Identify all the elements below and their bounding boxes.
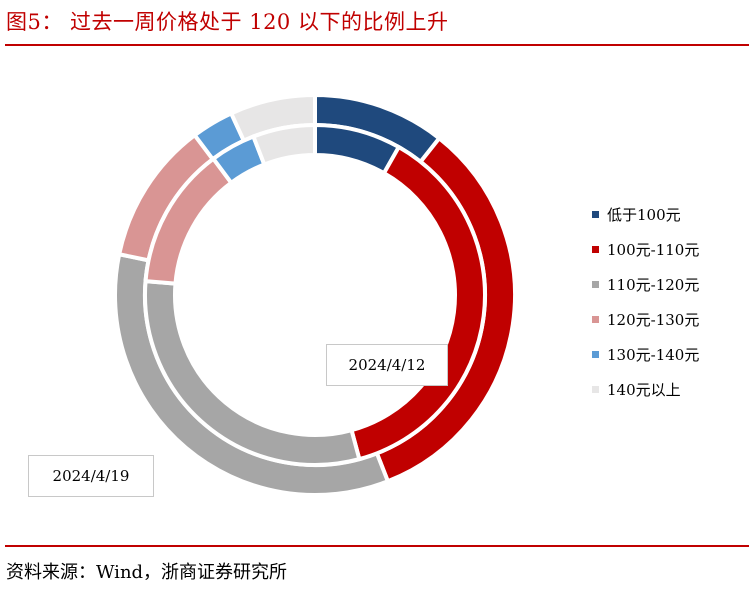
legend-item: 130元-140元 [592, 337, 699, 372]
chart-title: 图5： 过去一周价格处于 120 以下的比例上升 [6, 10, 449, 34]
inner-ring [143, 122, 487, 467]
legend-item: 110元-120元 [592, 267, 699, 302]
legend-label: 低于100元 [607, 206, 681, 224]
legend-label: 110元-120元 [607, 276, 700, 294]
inner-ring-label: 2024/4/12 [326, 344, 448, 386]
footer-rule [5, 545, 749, 547]
legend-item: 低于100元 [592, 197, 699, 232]
legend-label: 140元以上 [607, 381, 681, 399]
inner-ring-segment [250, 122, 317, 168]
legend-swatch [592, 211, 599, 218]
legend-swatch [592, 281, 599, 288]
outer-ring-label: 2024/4/19 [28, 455, 154, 497]
legend-swatch [592, 246, 599, 253]
legend: 低于100元 100元-110元 110元-120元 120元-130元 130… [592, 197, 699, 407]
legend-label: 130元-140元 [607, 346, 700, 364]
legend-item: 140元以上 [592, 372, 699, 407]
legend-item: 100元-110元 [592, 232, 699, 267]
legend-label: 100元-110元 [607, 241, 700, 259]
legend-item: 120元-130元 [592, 302, 699, 337]
doughnut-chart [113, 92, 517, 497]
source-note: 资料来源：Wind，浙商证券研究所 [6, 562, 288, 583]
legend-swatch [592, 351, 599, 358]
legend-swatch [592, 316, 599, 323]
legend-swatch [592, 386, 599, 393]
legend-label: 120元-130元 [607, 311, 700, 329]
title-rule [5, 44, 749, 46]
